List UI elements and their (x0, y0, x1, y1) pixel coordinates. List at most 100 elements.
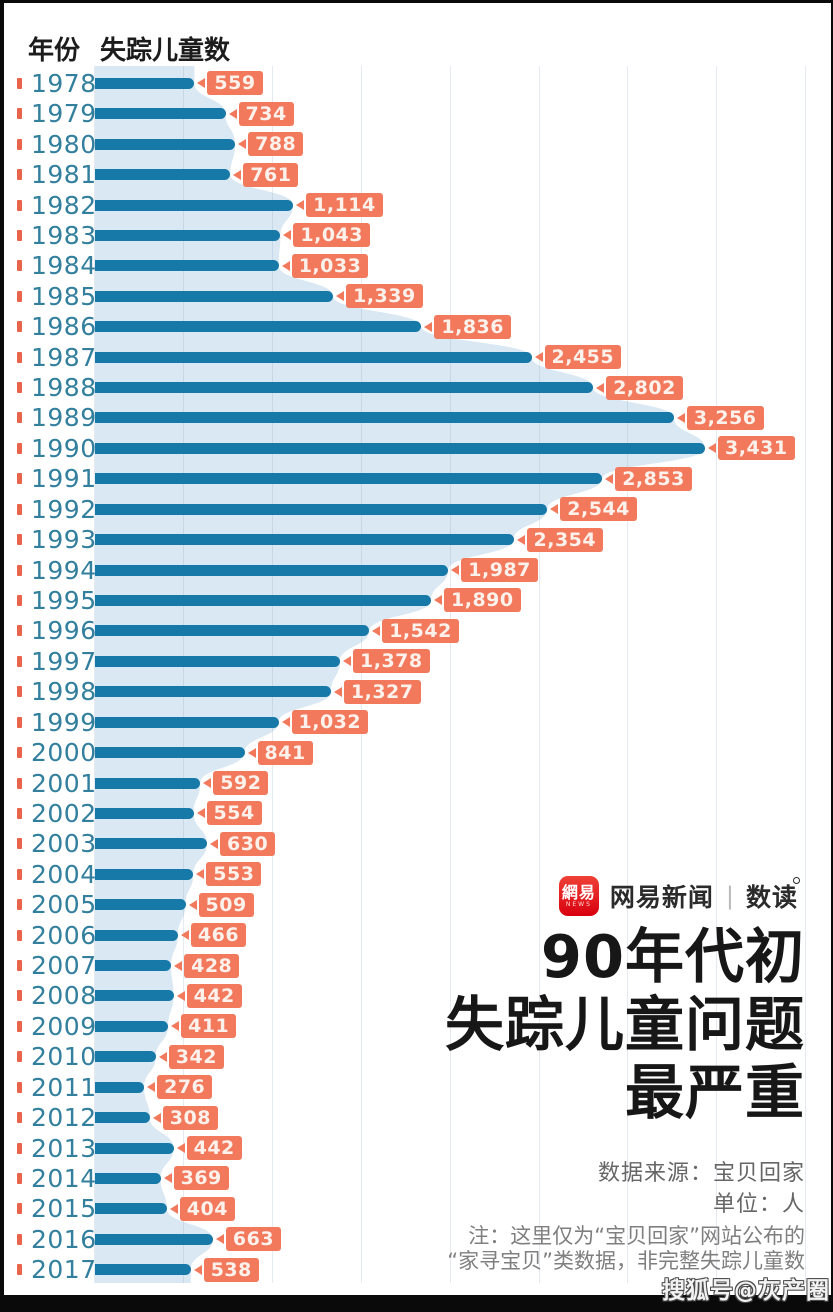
value-label: 1,890 (444, 588, 521, 613)
year-label: 2007 (31, 951, 97, 980)
footnote: 注：这里仅为“宝贝回家”网站公布的 “家寻宝贝”类数据，非完整失踪儿童数 (447, 1224, 805, 1274)
value-label-group: 592 (203, 771, 269, 795)
value-label: 553 (206, 862, 262, 887)
value-label: 1,987 (461, 558, 538, 582)
year-label: 2013 (31, 1133, 97, 1163)
value-label: 734 (238, 101, 294, 126)
year-tick (17, 1233, 22, 1245)
area-shape (95, 66, 705, 1283)
arrow-left-icon (596, 382, 605, 393)
value-label: 411 (181, 1014, 237, 1039)
brand-name: 网易新闻 (609, 883, 714, 912)
gridline (94, 66, 95, 1283)
arrow-left-icon (152, 1112, 161, 1123)
year-label: 1986 (31, 312, 97, 342)
year-label: 2010 (31, 1042, 97, 1072)
value-label: 1,043 (293, 223, 370, 248)
value-label-group: 630 (210, 831, 276, 856)
value-label: 1,836 (434, 314, 511, 339)
chart-row-1988: 1988 2,802 (0, 373, 833, 403)
bar (95, 807, 194, 819)
year-label: 1984 (31, 251, 97, 281)
value-label: 554 (206, 801, 262, 826)
year-label: 1985 (31, 281, 97, 311)
arrow-left-icon (451, 565, 460, 575)
bar (95, 716, 279, 728)
gridline (449, 66, 451, 1283)
year-label: 2000 (31, 738, 97, 767)
year-tick (17, 138, 22, 150)
arrow-left-icon (247, 747, 256, 758)
bar (95, 1020, 169, 1032)
chart-row-1978: 1978 559 (0, 68, 833, 98)
value-label: 761 (243, 162, 299, 187)
value-label-group: 1,987 (451, 558, 538, 582)
year-label: 2003 (31, 829, 97, 859)
value-label-group: 1,378 (343, 649, 430, 674)
value-label-group: 2,544 (550, 497, 637, 522)
arrow-left-icon (372, 625, 381, 636)
value-label: 404 (179, 1196, 235, 1221)
year-tick (17, 564, 22, 576)
chart-row-2001: 2001 592 (0, 768, 833, 798)
value-label-group: 369 (163, 1166, 229, 1191)
value-label: 342 (168, 1044, 224, 1069)
value-label-group: 559 (197, 71, 263, 96)
brand-divider: | (725, 882, 734, 910)
value-label: 428 (184, 953, 240, 978)
chart-row-1986: 1986 1,836 (0, 312, 833, 342)
value-label: 1,114 (306, 193, 383, 217)
arrow-left-icon (171, 1021, 180, 1032)
brand-section: 数读 (746, 877, 801, 914)
arrow-left-icon (233, 169, 242, 180)
bar (95, 990, 174, 1002)
netease-logo-icon: 網易 NEWS (558, 876, 599, 916)
year-label: 2005 (31, 890, 97, 920)
year-label: 1979 (31, 99, 97, 129)
chart-row-1993: 1993 2,354 (0, 525, 833, 555)
value-label-group: 308 (152, 1105, 218, 1130)
value-label: 2,802 (606, 375, 683, 400)
chart-row-2008: 2008 442 (0, 981, 833, 1011)
value-label-group: 466 (180, 923, 247, 948)
chart-row-2009: 2009 411 (0, 1011, 833, 1041)
value-label-group: 1,114 (296, 193, 383, 217)
value-label-group: 276 (147, 1075, 213, 1100)
year-label: 1998 (31, 677, 97, 707)
unit-label: 单位：人 (712, 1192, 805, 1217)
year-tick (17, 1142, 22, 1154)
value-label: 509 (198, 892, 254, 917)
netease-logo-subtext: NEWS (565, 901, 592, 908)
value-label-group: 553 (196, 862, 262, 887)
chart-row-2015: 2015 404 (0, 1194, 833, 1224)
year-label: 1988 (31, 373, 97, 402)
arrow-left-icon (188, 899, 197, 910)
year-tick (17, 1020, 22, 1032)
value-label-group: 404 (169, 1196, 235, 1221)
value-label: 630 (220, 831, 276, 856)
value-label: 663 (225, 1227, 282, 1252)
chart-row-1979: 1979 734 (0, 99, 833, 129)
bar (95, 442, 705, 454)
bar (95, 138, 236, 150)
value-label-group: 663 (215, 1227, 282, 1252)
chart-row-2005: 2005 509 (0, 890, 833, 920)
year-tick (17, 777, 22, 789)
bar (95, 290, 334, 302)
frame-bottom-edge (0, 1295, 833, 1312)
footnote-line-2: “家寻宝贝”类数据，非完整失踪儿童数 (447, 1249, 805, 1273)
value-label: 369 (173, 1166, 229, 1191)
bar (95, 868, 194, 880)
year-tick (17, 594, 22, 606)
year-label: 1994 (31, 555, 97, 585)
chart-row-2007: 2007 428 (0, 951, 833, 981)
chart-row-1987: 1987 2,455 (0, 342, 833, 372)
value-label-group: 841 (247, 740, 313, 765)
chart-row-1980: 1980 788 (0, 129, 833, 159)
year-tick (17, 199, 22, 211)
bar (95, 960, 172, 971)
arrow-left-icon (196, 869, 205, 880)
year-tick (17, 321, 22, 333)
year-tick (17, 1172, 22, 1184)
year-tick (17, 534, 22, 546)
